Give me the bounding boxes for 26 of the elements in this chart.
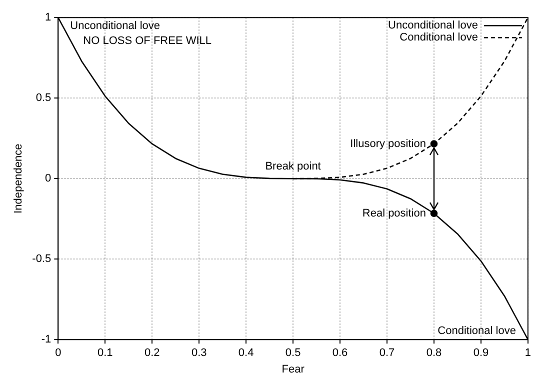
x-tick-label: 0.9 <box>473 347 489 360</box>
y-tick-label: 0.5 <box>36 92 52 104</box>
y-tick-label: 1 <box>45 12 52 24</box>
y-tick-label: -1 <box>41 334 52 346</box>
y-axis-title: Independence <box>12 144 25 214</box>
x-tick-label: 1 <box>524 347 532 360</box>
annotation: Real position <box>362 207 426 220</box>
annotation: Unconditional love <box>70 20 160 32</box>
legend-label: Conditional love <box>400 32 478 44</box>
legend-label: Unconditional love <box>388 20 478 32</box>
x-tick-label: 0.4 <box>238 347 254 360</box>
y-tick-label: 0 <box>45 172 52 185</box>
annotation: Break point <box>265 160 321 173</box>
annotation: Conditional love <box>438 325 516 338</box>
x-tick-label: 0.8 <box>426 347 442 360</box>
y-tick-label: -0.5 <box>32 253 52 266</box>
x-axis-title: Fear <box>282 363 305 376</box>
x-tick-label: 0.3 <box>191 347 207 360</box>
annotation: Illusory position <box>350 138 426 150</box>
x-tick-label: 0.6 <box>332 347 348 360</box>
annotation: NO LOSS OF FREE WILL <box>83 35 212 48</box>
x-tick-label: 0 <box>55 347 62 360</box>
x-tick-label: 0.5 <box>285 347 301 360</box>
x-tick-label: 0.2 <box>144 347 160 360</box>
x-tick-label: 0.1 <box>97 347 113 360</box>
x-tick-label: 0.7 <box>379 347 395 360</box>
